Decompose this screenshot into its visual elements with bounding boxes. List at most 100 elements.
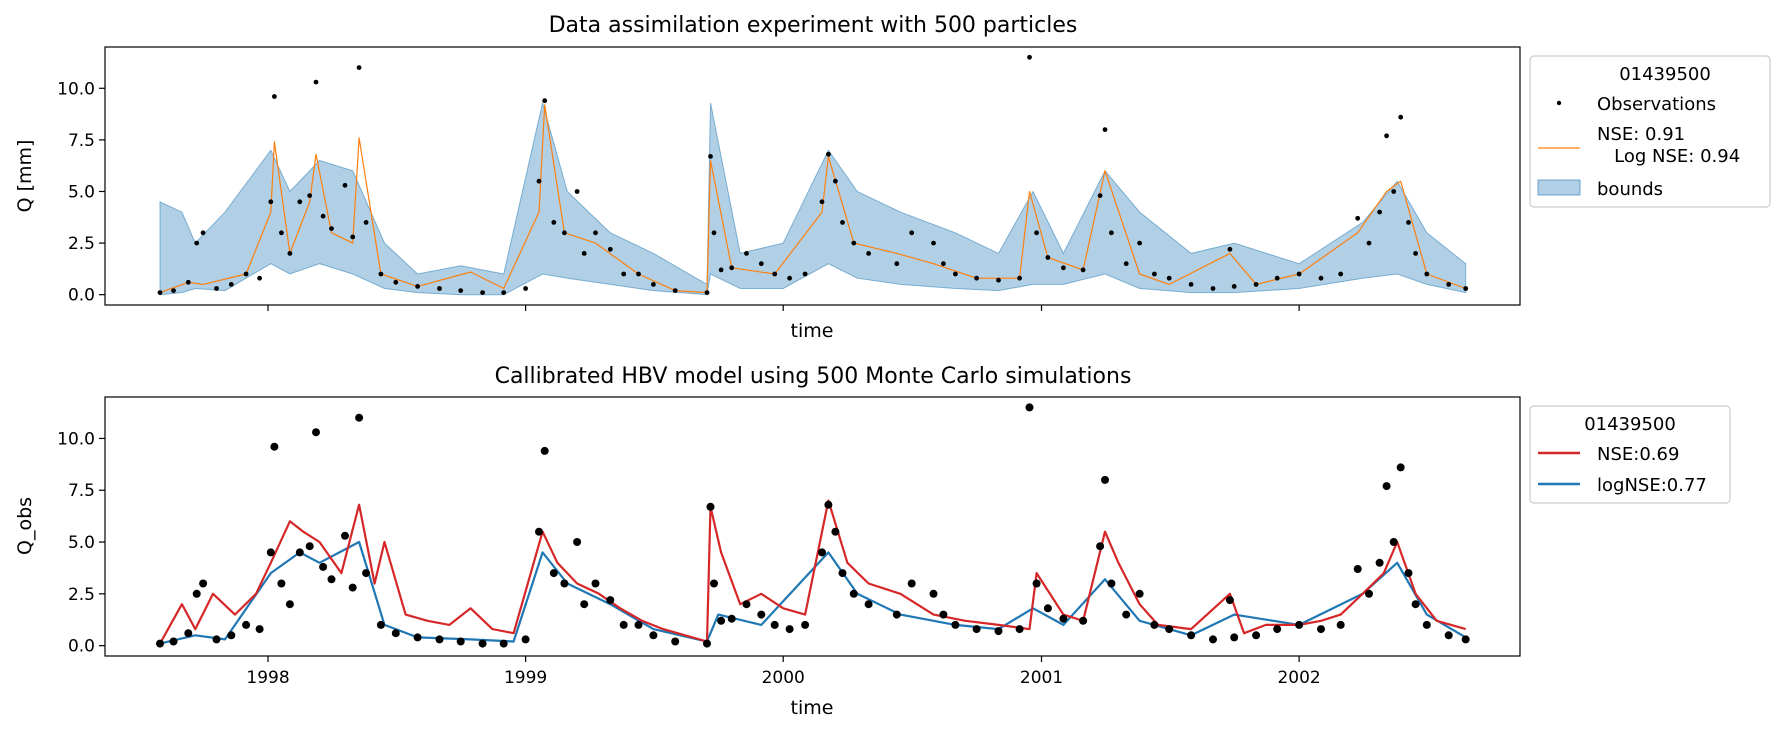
observation-point bbox=[478, 639, 487, 648]
y-tick-label: 5.0 bbox=[68, 182, 95, 202]
y-tick-label: 0.0 bbox=[68, 286, 95, 306]
observation-point bbox=[542, 98, 548, 104]
observation-point bbox=[348, 583, 357, 592]
observation-point bbox=[268, 199, 274, 205]
bottom-panel-title: Callibrated HBV model using 500 Monte Ca… bbox=[495, 364, 1132, 389]
observation-point bbox=[831, 527, 840, 536]
observation-point bbox=[562, 230, 567, 236]
observation-point bbox=[458, 288, 464, 293]
top-y-axis-label: Q [mm] bbox=[14, 140, 36, 213]
observation-point bbox=[1025, 403, 1034, 412]
observation-point bbox=[710, 579, 718, 588]
observation-point bbox=[892, 610, 901, 619]
observation-point bbox=[591, 579, 600, 588]
observation-point bbox=[1375, 558, 1384, 567]
observation-point bbox=[770, 620, 779, 629]
observation-point bbox=[672, 288, 678, 293]
observation-point bbox=[540, 446, 549, 455]
y-tick-label: 2.5 bbox=[68, 585, 95, 605]
observation-point bbox=[435, 635, 444, 644]
observation-point bbox=[1101, 475, 1109, 484]
observation-point bbox=[907, 579, 916, 588]
observation-point bbox=[1080, 267, 1086, 273]
observation-point bbox=[929, 589, 938, 598]
observation-point bbox=[192, 589, 201, 598]
observation-point bbox=[297, 199, 303, 205]
observation-point bbox=[184, 629, 193, 638]
observation-point bbox=[1461, 635, 1470, 644]
observation-point bbox=[535, 527, 543, 536]
observation-point bbox=[1015, 625, 1024, 634]
observation-point bbox=[1187, 631, 1196, 640]
observation-point bbox=[1122, 610, 1131, 619]
bottom-plot-area bbox=[105, 397, 1520, 656]
observation-point bbox=[305, 542, 314, 551]
observation-point bbox=[909, 230, 915, 236]
observation-point bbox=[1384, 133, 1389, 139]
observation-point bbox=[1274, 275, 1280, 281]
observation-point bbox=[1336, 620, 1345, 629]
observation-point bbox=[1252, 631, 1261, 640]
y-tick-label: 0.0 bbox=[68, 637, 95, 657]
observation-point bbox=[581, 251, 587, 256]
observation-point bbox=[951, 620, 960, 629]
observation-point bbox=[801, 620, 810, 629]
observation-point bbox=[1137, 240, 1142, 246]
observation-point bbox=[1097, 193, 1103, 199]
top-plot-frame bbox=[104, 46, 1521, 306]
observation-point bbox=[200, 230, 206, 236]
observation-point bbox=[549, 569, 558, 578]
observation-point bbox=[974, 275, 979, 281]
observation-point bbox=[413, 633, 422, 642]
observation-point bbox=[1366, 240, 1372, 246]
observation-point bbox=[1338, 271, 1344, 277]
observation-point bbox=[1123, 261, 1129, 267]
observation-point bbox=[212, 635, 221, 644]
bottom-panel: Callibrated HBV model using 500 Monte Ca… bbox=[14, 364, 1731, 719]
observation-point bbox=[480, 290, 485, 295]
y-tick-label: 10.0 bbox=[57, 79, 95, 99]
y-tick-label: 7.5 bbox=[68, 481, 95, 501]
observation-point bbox=[651, 282, 656, 287]
observation-point bbox=[185, 279, 191, 285]
observation-point bbox=[1096, 542, 1105, 551]
observation-point bbox=[1061, 265, 1066, 271]
observation-point bbox=[257, 275, 262, 281]
observation-point bbox=[277, 579, 286, 588]
observation-point bbox=[1398, 114, 1404, 120]
x-tick-label: 2002 bbox=[1277, 668, 1320, 688]
top-x-axis-label: time bbox=[791, 320, 834, 342]
top-legend-nse-line1: NSE: 0.91 bbox=[1597, 124, 1685, 145]
observation-point bbox=[266, 548, 275, 557]
observation-point bbox=[536, 178, 542, 184]
observation-point bbox=[327, 575, 336, 584]
observation-point bbox=[717, 616, 726, 625]
observation-point bbox=[1059, 614, 1068, 623]
observation-point bbox=[356, 65, 362, 70]
observation-point bbox=[1463, 286, 1469, 291]
top-legend-observations-marker bbox=[1556, 100, 1562, 106]
observation-point bbox=[996, 277, 1001, 283]
observation-point bbox=[1230, 633, 1239, 642]
observation-point bbox=[1032, 579, 1041, 588]
x-tick-label: 2001 bbox=[1020, 668, 1063, 688]
observation-point bbox=[295, 548, 304, 557]
top-legend-box bbox=[1529, 55, 1771, 208]
observation-point bbox=[1365, 589, 1373, 598]
observation-point bbox=[787, 275, 792, 281]
observation-point bbox=[242, 620, 251, 629]
observation-point bbox=[415, 284, 420, 289]
observation-point bbox=[1152, 271, 1157, 277]
observation-point bbox=[227, 631, 236, 640]
observation-point bbox=[499, 639, 508, 648]
observation-point bbox=[1079, 616, 1088, 625]
observation-point bbox=[194, 240, 200, 246]
observation-point bbox=[706, 502, 715, 511]
observation-point bbox=[313, 79, 319, 85]
observation-point bbox=[864, 600, 873, 609]
observation-point bbox=[1404, 569, 1413, 578]
observation-point bbox=[1150, 620, 1159, 629]
top-legend-bounds-label: bounds bbox=[1597, 179, 1663, 200]
observation-point bbox=[312, 428, 320, 437]
observation-point bbox=[840, 220, 845, 225]
